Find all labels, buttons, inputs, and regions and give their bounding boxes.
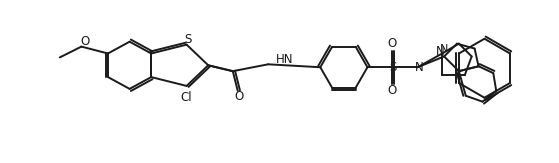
Text: HN: HN [276, 53, 293, 66]
Text: O: O [387, 84, 397, 97]
Text: O: O [387, 37, 397, 50]
Text: S: S [184, 33, 191, 46]
Text: N: N [436, 45, 444, 58]
Text: O: O [234, 90, 243, 103]
Text: Cl: Cl [181, 91, 192, 104]
Text: O: O [80, 35, 90, 48]
Text: N: N [440, 44, 448, 54]
Text: S: S [390, 61, 397, 74]
Text: N: N [415, 61, 424, 74]
